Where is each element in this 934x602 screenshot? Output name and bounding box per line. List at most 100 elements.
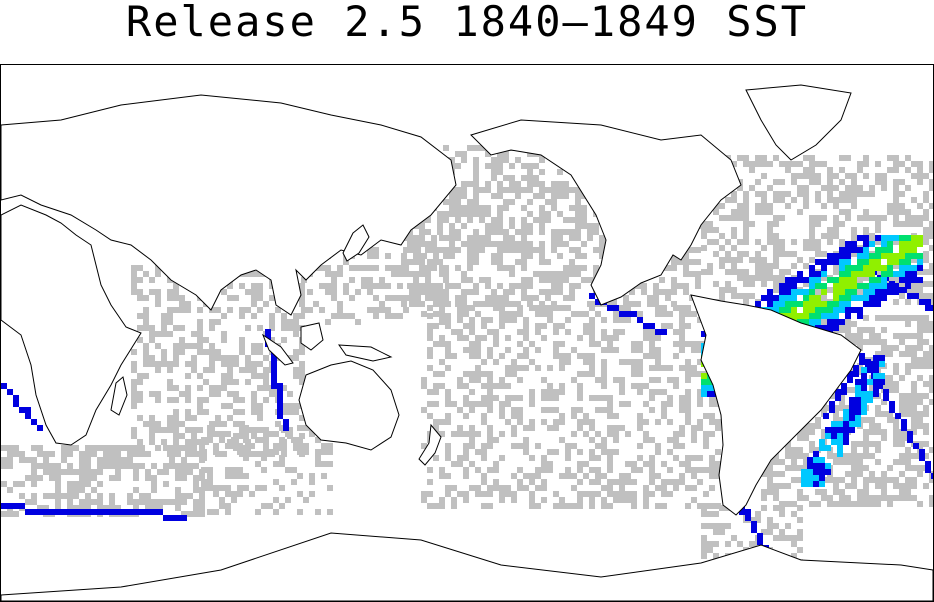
coverage-cell: [327, 449, 333, 455]
coverage-cell: [115, 509, 121, 515]
coverage-cell: [325, 271, 331, 277]
coverage-cell: [287, 325, 293, 331]
coverage-cell: [299, 361, 305, 367]
coverage-cell: [839, 271, 845, 277]
coverage-cell: [431, 295, 437, 301]
coverage-cell: [881, 241, 887, 247]
coverage-cell: [79, 469, 85, 475]
coverage-cell: [661, 323, 667, 329]
coverage-cell: [439, 305, 445, 311]
coverage-cell: [299, 283, 305, 289]
coverage-cell: [257, 295, 263, 301]
coverage-cell: [367, 289, 373, 295]
coverage-cell: [929, 293, 933, 299]
coverage-cell: [225, 503, 231, 509]
coverage-cell: [73, 481, 79, 487]
coverage-cell: [845, 295, 851, 301]
coverage-cell: [667, 323, 673, 329]
coverage-cell: [773, 251, 779, 257]
coverage-cell: [785, 501, 791, 507]
coverage-cell: [251, 397, 257, 403]
coverage-cell: [785, 203, 791, 209]
coverage-cell: [649, 461, 655, 467]
coverage-cell: [917, 269, 923, 275]
coverage-cell: [131, 427, 137, 433]
coverage-cell: [535, 365, 541, 371]
coverage-cell: [179, 391, 185, 397]
coverage-cell: [455, 235, 461, 241]
coverage-cell: [523, 449, 529, 455]
coverage-cell: [245, 367, 251, 373]
coverage-cell: [209, 325, 215, 331]
coverage-cell: [691, 497, 697, 503]
coverage-cell: [785, 523, 791, 529]
coastlines: [1, 84, 933, 601]
coverage-cell: [837, 439, 843, 445]
coverage-cell: [511, 407, 517, 413]
coverage-cell: [1, 511, 7, 517]
coverage-cell: [527, 187, 533, 193]
coverage-cell: [529, 389, 535, 395]
coverage-cell: [473, 199, 479, 205]
coverage-cell: [791, 307, 797, 313]
coverage-cell: [131, 289, 137, 295]
coverage-cell: [299, 313, 305, 319]
coverage-cell: [263, 433, 269, 439]
coverage-cell: [917, 167, 923, 173]
coverage-cell: [85, 481, 91, 487]
coverage-cell: [207, 473, 213, 479]
coverage-cell: [327, 443, 333, 449]
coverage-cell: [833, 483, 839, 489]
coverage-cell: [869, 283, 875, 289]
coverage-cell: [821, 321, 827, 327]
coverage-cell: [439, 383, 445, 389]
coverage-cell: [809, 227, 815, 233]
coverage-cell: [19, 503, 25, 509]
coverage-cell: [637, 311, 643, 317]
coverage-cell: [473, 145, 479, 151]
coverage-cell: [833, 221, 839, 227]
coverage-cell: [881, 289, 887, 295]
coverage-cell: [557, 283, 563, 289]
coverage-cell: [413, 235, 419, 241]
coverage-cell: [857, 313, 863, 319]
coverage-cell: [213, 449, 219, 455]
coverage-cell: [861, 409, 867, 415]
coverage-cell: [589, 455, 595, 461]
coverage-cell: [661, 479, 667, 485]
coverage-cell: [827, 477, 833, 483]
coverage-cell: [521, 205, 527, 211]
coverage-cell: [331, 277, 337, 283]
coverage-cell: [137, 289, 143, 295]
coverage-cell: [689, 271, 695, 277]
coverage-cell: [595, 311, 601, 317]
coverage-cell: [541, 461, 547, 467]
coverage-cell: [457, 407, 463, 413]
coverage-cell: [911, 173, 917, 179]
coverage-cell: [455, 217, 461, 223]
coverage-cell: [833, 459, 839, 465]
coverage-cell: [803, 263, 809, 269]
coverage-cell: [839, 277, 845, 283]
coverage-cell: [845, 197, 851, 203]
coverage-cell: [67, 499, 73, 505]
coverage-cell: [827, 307, 833, 313]
coverage-cell: [707, 385, 713, 391]
coverage-cell: [7, 389, 13, 395]
coverage-cell: [309, 431, 315, 437]
coverage-cell: [569, 283, 575, 289]
coverage-cell: [911, 253, 917, 259]
coverage-cell: [845, 185, 851, 191]
coverage-cell: [857, 161, 863, 167]
coverage-cell: [847, 371, 853, 377]
coverage-cell: [467, 217, 473, 223]
coverage-cell: [773, 523, 779, 529]
coverage-cell: [299, 289, 305, 295]
coverage-cell: [413, 289, 419, 295]
coverage-cell: [649, 479, 655, 485]
coverage-cell: [419, 271, 425, 277]
coverage-cell: [785, 535, 791, 541]
coverage-cell: [503, 289, 509, 295]
coverage-cell: [679, 407, 685, 413]
coverage-cell: [649, 467, 655, 473]
